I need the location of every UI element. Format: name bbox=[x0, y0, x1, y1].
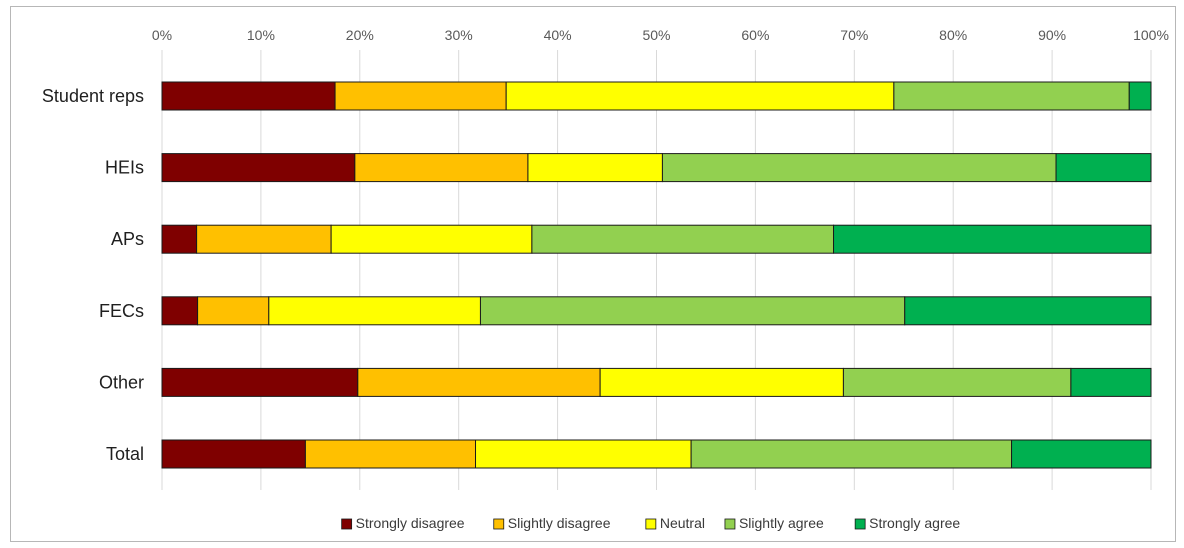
legend-swatch bbox=[854, 518, 866, 530]
legend-item: Strongly agree bbox=[854, 515, 960, 531]
legend-swatch bbox=[493, 518, 505, 530]
bar-segment bbox=[1055, 153, 1152, 183]
x-tick-label: 0% bbox=[152, 27, 172, 43]
bar-segment bbox=[842, 367, 1072, 397]
bar-segment bbox=[833, 224, 1152, 254]
x-tick-label: 100% bbox=[1133, 27, 1169, 43]
bar-segment bbox=[268, 296, 481, 326]
category-label: FECs bbox=[99, 301, 144, 321]
legend-swatch bbox=[645, 518, 657, 530]
bar-segment bbox=[161, 367, 359, 397]
legend-item: Slightly disagree bbox=[493, 515, 611, 531]
bar-segment bbox=[599, 367, 844, 397]
x-tick-label: 20% bbox=[346, 27, 374, 43]
category-label: HEIs bbox=[105, 158, 144, 178]
bar-segment bbox=[904, 296, 1152, 326]
legend-label: Strongly disagree bbox=[356, 515, 465, 531]
bars bbox=[161, 81, 1152, 469]
legend-swatch bbox=[341, 518, 353, 530]
bar-segment bbox=[1070, 367, 1152, 397]
x-tick-label: 90% bbox=[1038, 27, 1066, 43]
bar-segment bbox=[1128, 81, 1152, 111]
legend: Strongly disagree Slightly disagree Neutra… bbox=[341, 515, 960, 531]
bar-segment bbox=[661, 153, 1057, 183]
x-tick-label: 30% bbox=[445, 27, 473, 43]
bar-segment bbox=[330, 224, 533, 254]
bar-segment bbox=[161, 296, 199, 326]
category-labels: Student reps HEIs APs FECs Other Total bbox=[42, 86, 144, 464]
x-tick-label: 70% bbox=[840, 27, 868, 43]
x-tick-label: 10% bbox=[247, 27, 275, 43]
legend-label: Strongly agree bbox=[869, 515, 960, 531]
category-label: Total bbox=[106, 444, 144, 464]
bar-segment bbox=[893, 81, 1130, 111]
bar-segment bbox=[531, 224, 835, 254]
bar-segment bbox=[196, 224, 332, 254]
gridlines bbox=[161, 50, 1152, 490]
legend-item: Strongly disagree bbox=[341, 515, 465, 531]
x-axis-tick-labels: 0% 10% 20% 30% 40% 50% 60% 70% 80% 90% 100% bbox=[152, 27, 1169, 43]
bar-segment bbox=[334, 81, 507, 111]
bar-segment bbox=[527, 153, 663, 183]
bar-segment bbox=[304, 439, 477, 469]
legend-item: Neutral bbox=[645, 515, 705, 531]
bar-segment bbox=[161, 153, 356, 183]
category-label: APs bbox=[111, 229, 144, 249]
bar-segment bbox=[161, 439, 306, 469]
legend-label: Slightly disagree bbox=[508, 515, 611, 531]
category-label: Student reps bbox=[42, 86, 144, 106]
bar-segment bbox=[161, 224, 198, 254]
category-label: Other bbox=[99, 372, 144, 392]
x-tick-label: 80% bbox=[939, 27, 967, 43]
legend-label: Slightly agree bbox=[739, 515, 824, 531]
bar-segment bbox=[479, 296, 906, 326]
x-tick-label: 40% bbox=[544, 27, 572, 43]
bar-segment bbox=[690, 439, 1013, 469]
bar-segment bbox=[1011, 439, 1152, 469]
bar-segment bbox=[475, 439, 692, 469]
x-tick-label: 50% bbox=[642, 27, 670, 43]
legend-swatch bbox=[724, 518, 736, 530]
bar-segment bbox=[354, 153, 529, 183]
legend-label: Neutral bbox=[660, 515, 705, 531]
x-tick-label: 60% bbox=[741, 27, 769, 43]
bar-segment bbox=[197, 296, 270, 326]
bar-segment bbox=[357, 367, 601, 397]
bar-segment bbox=[161, 81, 336, 111]
legend-item: Slightly agree bbox=[724, 515, 824, 531]
bar-segment bbox=[505, 81, 895, 111]
